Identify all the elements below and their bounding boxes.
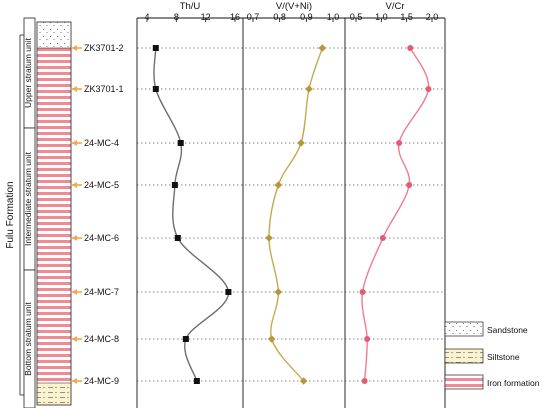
sample-row-24-mc-5: 24-MC-5 bbox=[72, 180, 445, 190]
data-point-24-mc-8 bbox=[364, 336, 371, 342]
data-point-zk3701-2 bbox=[318, 44, 327, 52]
data-point-zk3701-1 bbox=[305, 85, 313, 93]
sample-label: 24-MC-6 bbox=[84, 233, 119, 243]
sample-label: ZK3701-1 bbox=[84, 84, 124, 94]
data-point-24-mc-4 bbox=[396, 140, 403, 146]
stratigraphic-column bbox=[36, 21, 72, 406]
legend-item-siltstone: Siltstone bbox=[444, 348, 520, 364]
tick-label: 0.8 bbox=[273, 12, 286, 22]
sample-label: 24-MC-9 bbox=[84, 376, 119, 386]
tick-label: 2.0 bbox=[426, 12, 439, 22]
unit-boxes: Upper stratum unit Intermediate stratum … bbox=[23, 17, 36, 408]
tick-label: 0.9 bbox=[300, 12, 313, 22]
unit-label-upper: Upper stratum unit bbox=[23, 37, 33, 108]
data-point-24-mc-4 bbox=[177, 140, 184, 146]
sample-row-24-mc-7: 24-MC-7 bbox=[72, 287, 445, 297]
data-point-zk3701-1 bbox=[425, 86, 432, 92]
tick-label: 1.5 bbox=[400, 12, 413, 22]
panel-title: V/Cr bbox=[386, 1, 405, 12]
tick-label: 8 bbox=[174, 12, 179, 22]
arrow-icon bbox=[72, 235, 82, 241]
sample-label: ZK3701-2 bbox=[84, 43, 124, 53]
sample-row-zk3701-1: ZK3701-1 bbox=[72, 84, 445, 94]
data-point-24-mc-7 bbox=[274, 288, 283, 296]
data-point-24-mc-6 bbox=[174, 235, 181, 241]
data-point-24-mc-7 bbox=[225, 289, 232, 295]
arrow-icon bbox=[72, 289, 82, 295]
tick-label: 1.0 bbox=[375, 12, 388, 22]
sample-row-24-mc-6: 24-MC-6 bbox=[72, 233, 445, 243]
legend-item-sandstone: Sandstone bbox=[444, 321, 528, 337]
legend-item-iron-formation: Iron formation bbox=[444, 374, 540, 390]
tick-label: 4 bbox=[144, 12, 149, 22]
sample-row-24-mc-4: 24-MC-4 bbox=[72, 138, 445, 148]
data-point-24-mc-9 bbox=[299, 377, 308, 385]
panel-v-v-ni: V/(V+Ni) 0.7 0.8 0.9 1.0 bbox=[242, 1, 345, 408]
data-point-24-mc-5 bbox=[406, 182, 413, 188]
series-line bbox=[361, 47, 430, 382]
legend-label-sandstone: Sandstone bbox=[487, 325, 528, 335]
data-point-24-mc-8 bbox=[182, 336, 189, 342]
data-point-zk3701-1 bbox=[152, 86, 159, 92]
arrow-icon bbox=[72, 86, 82, 92]
arrow-icon bbox=[72, 336, 82, 342]
data-point-24-mc-9 bbox=[193, 378, 200, 384]
panel-v-cr: V/Cr 0.5 1.0 1.5 2.0 bbox=[344, 1, 446, 408]
panel-title: V/(V+Ni) bbox=[276, 1, 312, 12]
tick-label: 12 bbox=[201, 12, 211, 22]
sample-label: 24-MC-5 bbox=[84, 180, 119, 190]
unit-label-intermediate: Intermediate stratum unit bbox=[23, 151, 33, 246]
data-point-24-mc-5 bbox=[274, 181, 283, 189]
series-line bbox=[153, 47, 230, 382]
data-point-24-mc-6 bbox=[265, 234, 273, 242]
data-point-24-mc-6 bbox=[379, 235, 386, 241]
legend: Sandstone Siltstone Iron formation bbox=[444, 321, 540, 390]
sample-label: 24-MC-8 bbox=[84, 334, 119, 344]
data-point-24-mc-5 bbox=[171, 182, 178, 188]
sample-row-zk3701-2: ZK3701-2 bbox=[72, 43, 445, 53]
arrow-icon bbox=[72, 182, 82, 188]
series-line bbox=[268, 47, 323, 382]
tick-label: 0.7 bbox=[247, 12, 260, 22]
iron-formation-layer bbox=[37, 48, 71, 383]
legend-label-siltstone: Siltstone bbox=[487, 352, 520, 362]
unit-label-bottom: Bottom stratum unit bbox=[23, 302, 33, 376]
tick-label: 1.0 bbox=[327, 12, 340, 22]
siltstone-layer bbox=[37, 383, 71, 405]
data-point-zk3701-2 bbox=[407, 45, 414, 51]
data-point-24-mc-7 bbox=[359, 289, 366, 295]
sample-label: 24-MC-7 bbox=[84, 287, 119, 297]
sample-rows: ZK3701-2 ZK3701-1 24-MC-4 24-MC-5 24-MC-6 24-… bbox=[72, 43, 445, 386]
formation-label: Fulu Formation bbox=[5, 181, 16, 248]
arrow-icon bbox=[72, 378, 82, 384]
tick-label: 16 bbox=[230, 12, 240, 22]
tick-label: 0.5 bbox=[350, 12, 363, 22]
data-point-24-mc-9 bbox=[361, 378, 368, 384]
formation-bracket: Fulu Formation bbox=[5, 34, 24, 396]
arrow-icon bbox=[72, 140, 82, 146]
sample-row-24-mc-8: 24-MC-8 bbox=[72, 334, 445, 344]
sample-row-24-mc-9: 24-MC-9 bbox=[72, 376, 445, 386]
sandstone-layer bbox=[37, 22, 71, 48]
data-point-24-mc-8 bbox=[267, 335, 276, 343]
arrow-icon bbox=[72, 45, 82, 51]
panel-title: Th/U bbox=[180, 1, 201, 12]
data-point-24-mc-4 bbox=[297, 139, 305, 147]
data-point-zk3701-2 bbox=[152, 45, 159, 51]
legend-label-iron-formation: Iron formation bbox=[487, 378, 540, 388]
panel-th-u: Th/U 4 8 12 16 bbox=[136, 1, 243, 408]
plot-panels: Th/U4 8 12 16V/(V+Ni)0.7 0.8 0.9 1.0V/Cr0.5 1.0… bbox=[136, 1, 446, 408]
sample-label: 24-MC-4 bbox=[84, 138, 119, 148]
